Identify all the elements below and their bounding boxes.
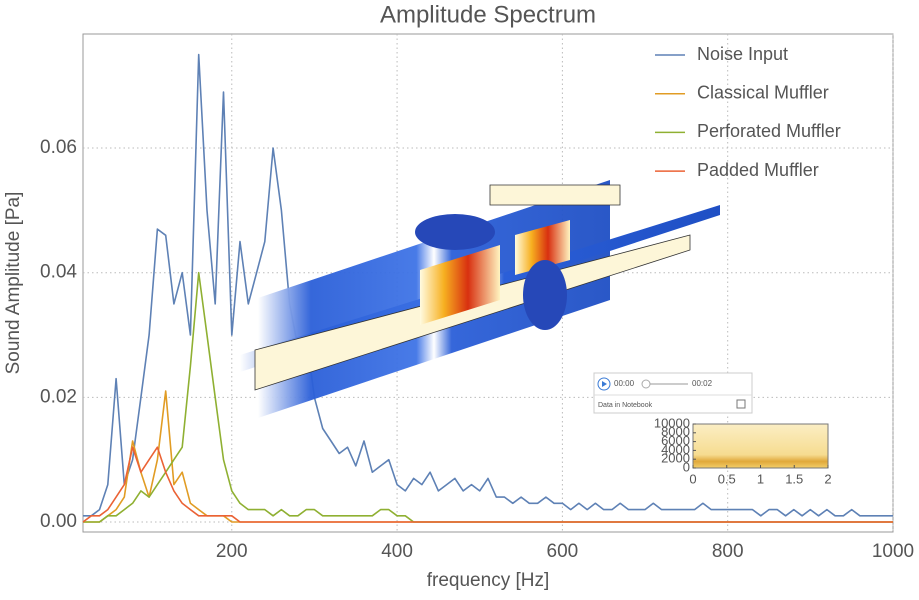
seek-handle[interactable] — [641, 379, 651, 389]
legend-label: Perforated Muffler — [697, 121, 841, 141]
x-tick-label: 1 — [757, 471, 764, 486]
time-current: 00:00 — [614, 379, 635, 388]
x-axis-label: frequency [Hz] — [427, 570, 550, 591]
export-icon[interactable] — [736, 399, 746, 409]
y-tick-label: 0.04 — [40, 262, 77, 283]
time-duration: 00:02 — [692, 379, 713, 388]
muffler-image — [240, 180, 720, 418]
y-tick-label: 10000 — [654, 415, 690, 430]
series-line — [83, 53, 893, 517]
muffler-baffle — [523, 260, 567, 330]
muffler-hot — [515, 220, 570, 275]
legend-label: Classical Muffler — [697, 82, 829, 102]
x-tick-label: 200 — [216, 541, 248, 562]
x-tick-label: 0 — [689, 471, 696, 486]
x-tick-label: 400 — [381, 541, 413, 562]
x-tick-label: 0.5 — [718, 471, 736, 486]
legend-label: Noise Input — [697, 44, 788, 64]
chart-title: Amplitude Spectrum — [380, 1, 596, 28]
y-tick-label: 0.00 — [40, 511, 77, 532]
muffler-hot — [420, 245, 500, 325]
play-icon — [602, 381, 607, 387]
x-tick-label: 1000 — [872, 541, 914, 562]
y-tick-label: 0 — [683, 459, 690, 474]
y-tick-label: 6000 — [661, 433, 690, 448]
heatmap-image — [692, 423, 829, 469]
y-tick-label: 8000 — [661, 424, 690, 439]
muffler-baffle — [415, 214, 495, 250]
y-tick-label: 0.06 — [40, 137, 77, 158]
player-box — [593, 372, 753, 414]
x-tick-label: 600 — [547, 541, 579, 562]
y-axis-label: Sound Amplitude [Pa] — [3, 192, 24, 375]
y-tick-label: 0.02 — [40, 386, 77, 407]
audio-player: 00:00 00:02 Data in Notebook — [593, 372, 753, 414]
play-button[interactable] — [597, 377, 611, 391]
y-tick-label: 4000 — [661, 442, 690, 457]
x-tick-label: 800 — [712, 541, 744, 562]
x-tick-label: 1.5 — [785, 471, 803, 486]
y-tick-label: 2000 — [661, 451, 690, 466]
muffler-pipe — [489, 184, 621, 206]
player-caption: Data in Notebook — [598, 402, 653, 409]
x-tick-label: 2 — [824, 471, 831, 486]
legend-label: Padded Muffler — [697, 160, 819, 180]
series-line — [82, 446, 893, 523]
